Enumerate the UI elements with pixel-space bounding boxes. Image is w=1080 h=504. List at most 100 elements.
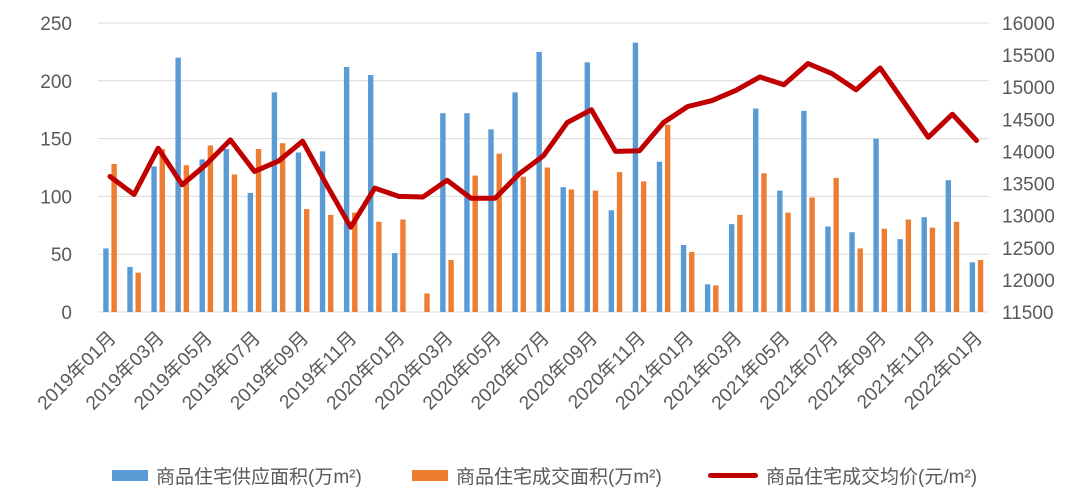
supply-area-bar xyxy=(151,166,157,312)
supply-area-bar xyxy=(127,266,133,312)
legend-swatch-supply-bar xyxy=(112,469,148,481)
transaction-area-bar xyxy=(857,248,863,312)
transaction-area-bar xyxy=(472,175,478,312)
right-axis-tick-label: 15000 xyxy=(1002,78,1055,99)
transaction-area-bar xyxy=(833,177,839,312)
right-axis-tick-label: 13000 xyxy=(1002,207,1055,228)
legend-label-supply: 商品住宅供应面积(万m²) xyxy=(156,466,362,488)
transaction-area-bar xyxy=(713,285,719,312)
supply-area-bar xyxy=(271,92,278,312)
transaction-area-bar xyxy=(689,251,695,312)
right-axis-tick-label: 12000 xyxy=(1002,271,1055,292)
supply-area-bar xyxy=(825,226,831,312)
transaction-area-bar xyxy=(568,189,575,312)
legend-label-price: 商品住宅成交均价(元/m²) xyxy=(766,466,978,488)
left-axis-tick-label: 150 xyxy=(40,130,72,151)
legend-swatch-price-line xyxy=(708,472,758,478)
supply-area-bar xyxy=(777,190,783,312)
supply-area-bar xyxy=(199,159,205,312)
supply-area-bar xyxy=(247,192,254,312)
right-axis-tick-label: 15500 xyxy=(1002,46,1055,67)
price-line xyxy=(107,61,979,230)
supply-area-bar xyxy=(464,113,470,312)
supply-area-bar xyxy=(921,217,927,312)
supply-area-bar xyxy=(319,151,326,312)
transaction-area-bar xyxy=(809,197,815,312)
transaction-area-bar xyxy=(977,259,984,312)
supply-area-bar xyxy=(440,113,446,312)
supply-area-bar xyxy=(632,42,639,313)
supply-area-bar xyxy=(753,108,759,312)
supply-area-bar xyxy=(945,180,951,312)
transaction-area-bar xyxy=(303,209,310,312)
supply-area-bar xyxy=(512,92,518,312)
transaction-area-bar xyxy=(640,181,647,312)
right-axis-tick-label: 16000 xyxy=(1002,14,1055,35)
legend-label-transaction: 商品住宅成交面积(万m²) xyxy=(456,466,662,488)
supply-area-bar xyxy=(608,210,615,312)
legend-item-supply: 商品住宅供应面积(万m²) xyxy=(112,462,362,488)
transaction-area-bar xyxy=(929,227,936,312)
transaction-area-bar xyxy=(183,165,190,312)
left-axis-tick-label: 0 xyxy=(61,303,72,324)
transaction-area-bar xyxy=(592,190,599,312)
supply-area-bar xyxy=(536,51,542,313)
right-axis-tick-label: 12500 xyxy=(1002,239,1055,260)
left-axis-tick-label: 200 xyxy=(40,72,72,93)
transaction-area-bar xyxy=(785,212,791,312)
right-axis-tick-label: 14500 xyxy=(1002,110,1055,131)
transaction-area-bar xyxy=(664,124,671,312)
transaction-area-bar xyxy=(761,173,767,312)
supply-area-bar xyxy=(584,62,590,312)
transaction-area-bar xyxy=(207,145,214,312)
supply-area-bar xyxy=(680,244,687,312)
supply-area-bar xyxy=(488,129,494,312)
supply-area-bar xyxy=(223,149,229,312)
transaction-area-bar xyxy=(279,143,286,312)
supply-area-bar xyxy=(295,152,302,312)
supply-area-bar xyxy=(560,187,566,312)
combo-chart: 0 50 100 150 200 250 11500 12000 12500 13000 13500… xyxy=(33,14,1055,414)
supply-area-bar xyxy=(897,239,903,312)
transaction-area-bar xyxy=(328,214,334,312)
transaction-area-bar xyxy=(448,259,454,312)
chart-legend: 商品住宅供应面积(万m²) 商品住宅成交面积(万m²) 商品住宅成交均价(元/m… xyxy=(0,462,1080,492)
left-axis-tick-label: 100 xyxy=(40,187,72,208)
transaction-area-bar xyxy=(255,149,262,312)
supply-area-bar xyxy=(656,161,663,312)
legend-swatch-transaction-bar xyxy=(412,469,448,481)
right-axis-tick-label: 14000 xyxy=(1002,142,1055,163)
transaction-area-bar xyxy=(496,153,502,312)
legend-item-transaction: 商品住宅成交面积(万m²) xyxy=(412,462,662,488)
supply-area-bar xyxy=(801,110,807,312)
transaction-area-bar xyxy=(520,176,526,312)
supply-area-bar xyxy=(392,253,398,312)
supply-area-bar xyxy=(969,262,976,312)
transaction-area-bar xyxy=(400,219,406,312)
transaction-area-bar xyxy=(376,221,382,312)
supply-area-bar xyxy=(103,248,109,312)
legend-item-price: 商品住宅成交均价(元/m²) xyxy=(708,462,977,488)
transaction-area-bar xyxy=(737,214,743,312)
transaction-area-bar xyxy=(544,167,551,312)
transaction-area-bar xyxy=(905,219,912,312)
supply-area-bar xyxy=(728,224,735,312)
supply-area-bar xyxy=(704,284,711,312)
transaction-area-bar xyxy=(881,228,887,312)
transaction-area-bar xyxy=(231,174,238,312)
supply-area-bar xyxy=(175,57,181,313)
transaction-area-bar xyxy=(159,149,165,312)
transaction-area-bar xyxy=(135,272,141,312)
transaction-area-bar xyxy=(111,164,117,312)
right-axis-tick-label: 11500 xyxy=(1002,303,1053,324)
left-axis-tick-label: 250 xyxy=(40,14,72,35)
supply-area-bar xyxy=(343,66,350,313)
transaction-area-bar xyxy=(953,221,960,312)
supply-area-bar xyxy=(873,138,879,312)
supply-area-bar xyxy=(849,232,855,312)
right-axis-tick-label: 13500 xyxy=(1002,175,1055,196)
transaction-area-bar xyxy=(616,172,623,312)
left-axis-tick-label: 50 xyxy=(51,245,72,266)
transaction-area-bar xyxy=(352,212,358,312)
